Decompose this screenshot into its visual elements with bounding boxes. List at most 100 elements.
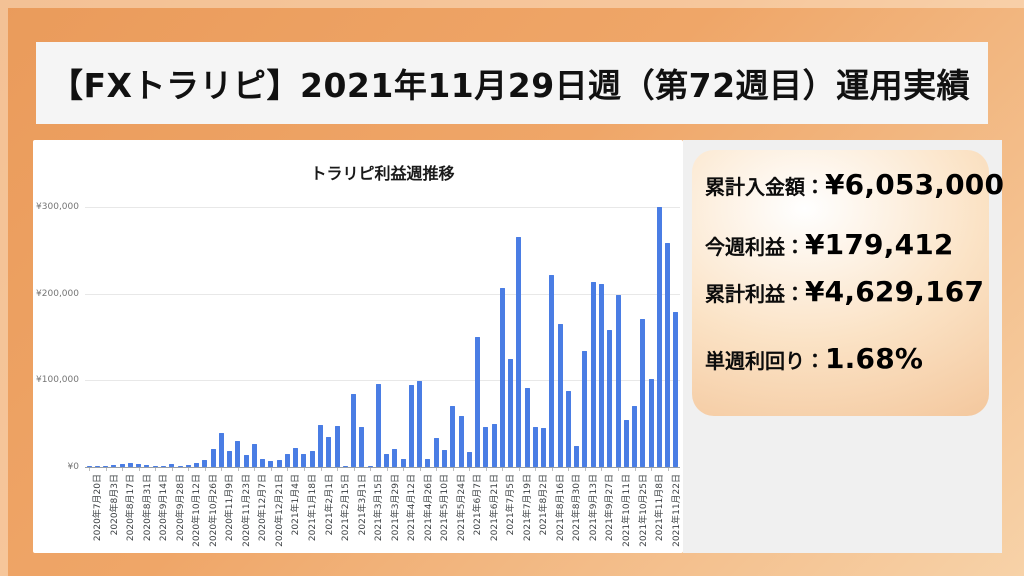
x-axis-tick-label: 2020年10月26日 [208,474,219,547]
bar [185,465,191,467]
x-axis-tick [485,468,487,471]
bar [251,444,257,467]
bar [284,454,290,467]
x-axis-tick-label: 2021年3月1日 [357,474,368,536]
x-axis-tick [419,468,421,471]
x-axis-tick [568,468,570,471]
chart-title: トラリピ利益週推移 [310,164,455,183]
bar [127,463,133,467]
x-axis-tick-label: 2021年7月5日 [506,474,517,536]
bar [227,451,233,467]
x-axis-tick [535,468,537,471]
bar [458,416,464,467]
x-axis-tick-label: 2020年10月12日 [192,474,203,547]
x-axis-tick-label: 2021年10月11日 [622,474,633,547]
bar [549,275,555,467]
bar [541,428,547,467]
bar [565,391,571,467]
bar [119,464,125,467]
gridline [85,467,680,468]
y-axis-tick-label: ¥100,000 [36,375,79,386]
x-axis-tick-label: 2021年2月1日 [324,474,335,536]
bar [359,427,365,467]
x-axis-tick [138,468,140,471]
x-axis-tick-label: 2021年5月10日 [440,474,451,542]
x-axis-tick [105,468,107,471]
bar [574,446,580,467]
x-axis-tick-label: 2020年11月23日 [241,474,252,547]
x-axis-tick-label: 2021年3月15日 [374,474,385,542]
bar [351,394,357,467]
x-axis-tick-label: 2021年8月30日 [572,474,583,542]
bar [632,406,638,467]
chart-card: トラリピ利益週推移 ¥0 ¥100,000 ¥200,000 ¥300,000 2020… [33,140,683,553]
stat-row-total-profit: 累計利益：¥4,629,167 [705,275,989,308]
x-axis-tick [303,468,305,471]
x-axis-tick-label: 2021年6月7日 [473,474,484,536]
bar [375,384,381,467]
x-axis-tick [204,468,206,471]
x-axis-tick-label: 2021年1月18日 [307,474,318,542]
x-axis-tick [601,468,603,471]
bar [615,295,621,467]
bar [260,459,266,467]
bar [136,464,142,467]
x-axis-tick-label: 2020年9月14日 [159,474,170,542]
title-bar: 【FXトラリピ】2021年11月29日週（第72週目）運用実績 [36,42,988,124]
bar [210,449,216,467]
x-axis-tick [502,468,504,471]
x-axis-tick-label: 2021年11月22日 [671,474,682,547]
x-axis-tick-label: 2021年2月15日 [341,474,352,542]
y-axis-tick-label: ¥0 [67,462,79,472]
bar [582,351,588,467]
x-axis-tick [452,468,454,471]
bar [483,427,489,467]
x-axis-tick [634,468,636,471]
bar [169,464,175,467]
bar [177,466,183,467]
bar [408,385,414,467]
x-axis-tick [436,468,438,471]
x-axis-tick-label: 2021年9月27日 [605,474,616,542]
x-axis-tick-label: 2020年7月20日 [93,474,104,542]
x-axis-tick [651,468,653,471]
stat-value: 1.68% [825,342,924,375]
x-axis-tick [122,468,124,471]
bar [673,312,679,467]
bar [441,450,447,467]
bar [623,420,629,467]
gridline [85,207,680,208]
x-axis-tick-label: 2021年4月26日 [423,474,434,542]
bar [384,454,390,467]
bar [326,437,332,467]
x-axis-tick-label: 2021年7月19日 [522,474,533,542]
bar [417,381,423,467]
x-axis-tick [89,468,91,471]
bar [318,425,324,467]
x-axis-tick-label: 2020年12月21日 [274,474,285,547]
y-axis-tick-label: ¥200,000 [36,288,79,299]
bar [194,463,200,467]
x-axis-tick-label: 2021年4月12日 [407,474,418,542]
stat-row-total-deposit: 累計入金額：¥6,053,000 [705,168,1004,201]
x-axis-tick [469,468,471,471]
x-axis-tick [270,468,272,471]
bar-chart: ¥0 ¥100,000 ¥200,000 ¥300,000 2020年7月20日 2020… [33,140,683,553]
x-axis-tick-label: 2021年8月2日 [539,474,550,536]
gridline [85,380,680,382]
bar [111,465,117,467]
stat-row-weekly-yield: 単週利回り：1.68% [705,342,989,375]
bar [532,427,538,467]
bar [309,451,315,467]
bar [524,388,530,467]
bar [235,441,241,467]
bar [301,454,307,467]
bar [590,282,596,467]
stat-label: 単週利回り： [705,349,825,373]
right-column: 累計入金額：¥6,053,000 今週利益：¥179,412 累計利益：¥4,6… [683,140,1004,553]
x-axis-tick [584,468,586,471]
bar [433,438,439,467]
x-axis-tick [237,468,239,471]
bar [425,459,431,467]
